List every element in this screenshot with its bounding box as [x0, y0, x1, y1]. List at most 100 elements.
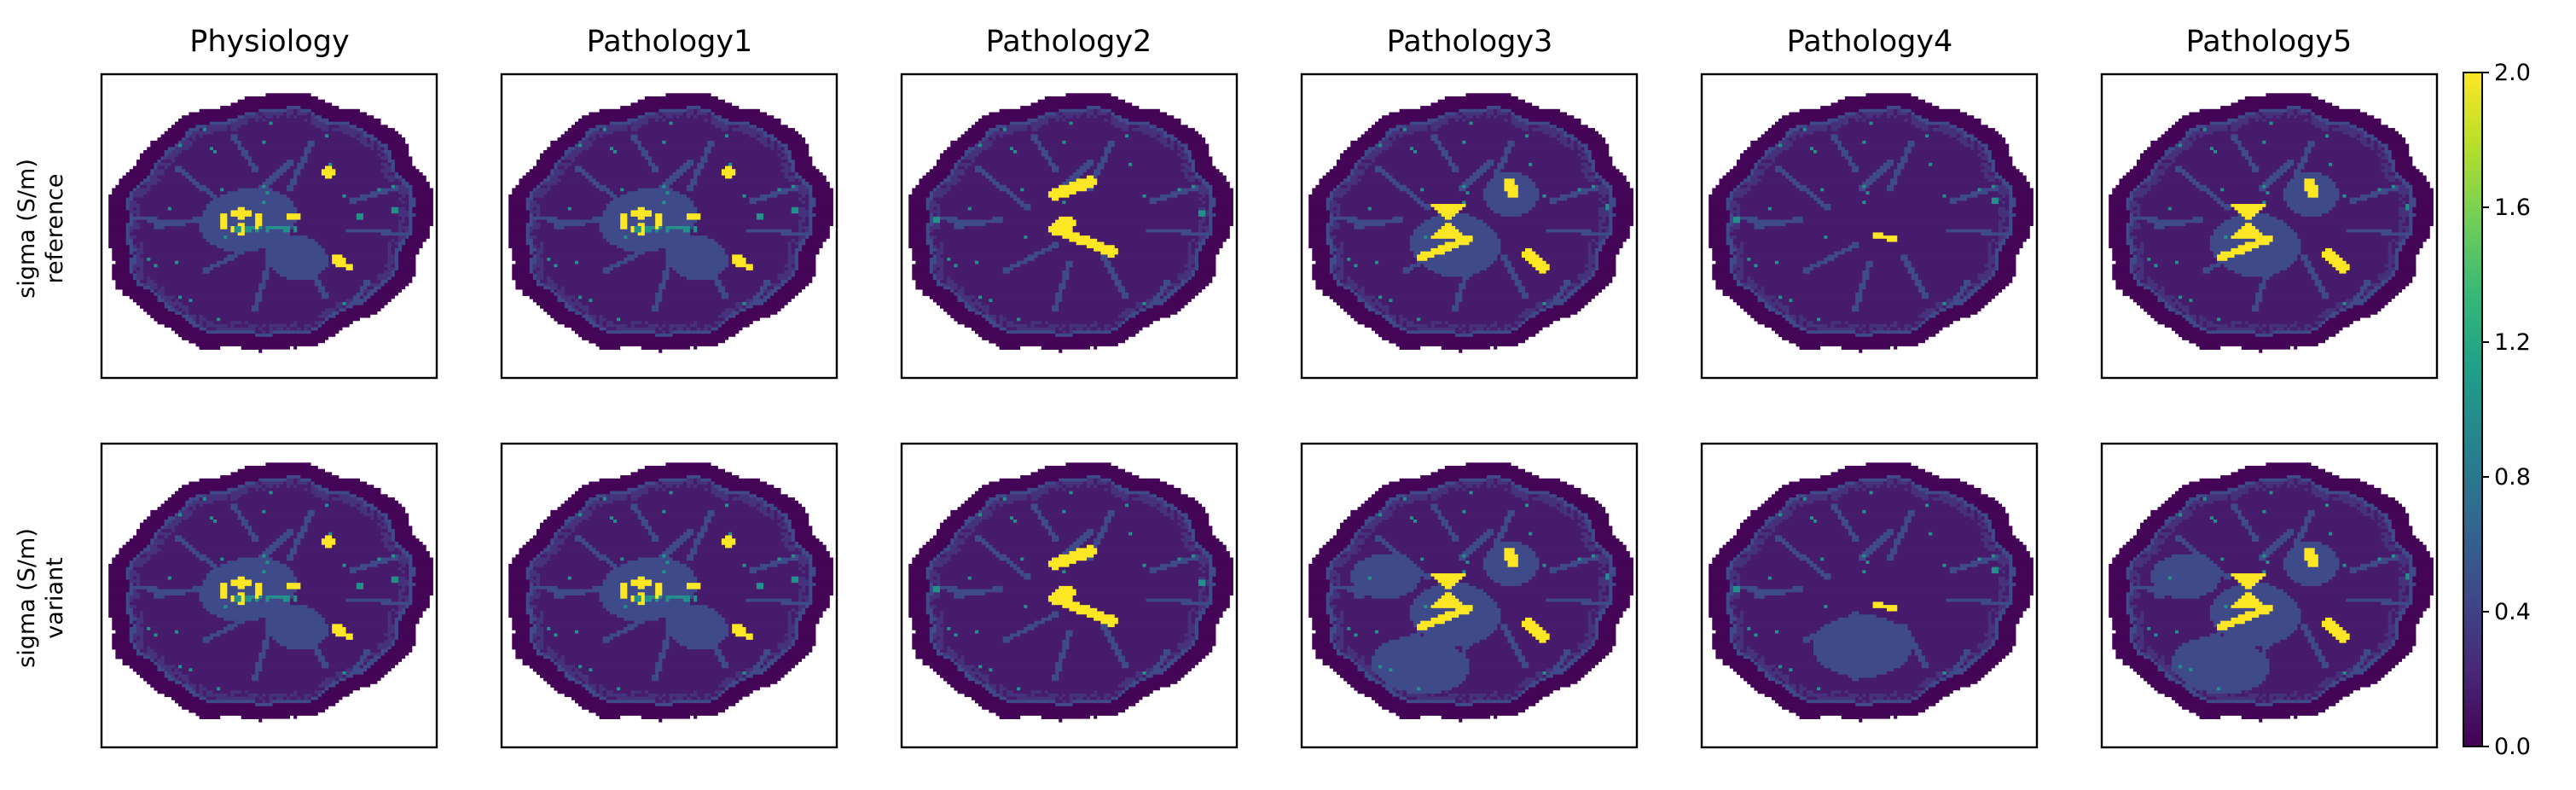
heatmap-cell — [659, 481, 663, 485]
heatmap-cell — [547, 554, 551, 558]
heatmap-cell — [592, 544, 670, 549]
heatmap-cell — [592, 507, 596, 511]
heatmap-cell — [1086, 106, 1101, 110]
heatmap-cell — [244, 690, 249, 694]
heatmap-cell — [728, 683, 736, 688]
heatmap-cell — [630, 121, 649, 125]
heatmap-cell — [202, 210, 231, 214]
heatmap-cell — [370, 649, 381, 653]
heatmap-cell — [157, 295, 161, 299]
heatmap-cell — [641, 494, 716, 498]
heatmap-cell — [136, 649, 141, 653]
heatmap-cell — [157, 655, 161, 659]
heatmap-cell — [244, 576, 298, 580]
heatmap-cell — [367, 668, 392, 672]
heatmap-cell — [728, 162, 733, 166]
heatmap-cell — [540, 576, 569, 580]
heatmap-cell — [122, 292, 154, 296]
heatmap-cell — [132, 206, 137, 211]
heatmap-cell — [690, 551, 698, 555]
heatmap-cell — [220, 592, 228, 596]
heatmap-cell — [662, 349, 838, 353]
heatmap-cell — [554, 633, 558, 637]
heatmap-cell — [662, 509, 666, 514]
heatmap-cell — [665, 260, 729, 264]
heatmap-cell — [394, 548, 399, 552]
heatmap-cell — [540, 579, 604, 584]
heatmap-cell — [178, 305, 189, 309]
heatmap-cell — [742, 671, 746, 676]
heatmap-cell — [711, 485, 716, 489]
heatmap-cell — [140, 223, 154, 227]
heatmap-cell — [1194, 166, 1216, 170]
heatmap-cell — [328, 336, 438, 340]
heatmap-cell — [620, 583, 628, 587]
heatmap-cell — [802, 197, 809, 201]
heatmap-cell — [697, 108, 701, 113]
heatmap-cell — [940, 213, 1199, 218]
heatmap-cell — [634, 598, 642, 602]
heatmap-cell — [167, 677, 176, 682]
heatmap-cell — [129, 601, 204, 606]
heatmap-cell — [339, 677, 346, 682]
heatmap-cell — [630, 690, 642, 694]
heatmap-cell — [258, 282, 266, 287]
heatmap-cell — [136, 276, 144, 281]
heatmap-cell — [662, 270, 670, 274]
heatmap-cell — [262, 330, 266, 334]
heatmap-cell — [784, 175, 796, 179]
heatmap-cell — [815, 267, 838, 271]
heatmap-cell — [739, 677, 746, 682]
heatmap-cell — [547, 175, 551, 179]
heatmap-cell — [325, 308, 336, 312]
heatmap-cell — [237, 128, 322, 132]
heatmap-cell — [1146, 229, 1192, 233]
heatmap-cell — [1013, 191, 1049, 195]
heatmap-cell — [102, 614, 109, 619]
heatmap-cell — [543, 627, 548, 631]
heatmap-cell — [585, 592, 600, 596]
heatmap-cell — [272, 696, 277, 700]
heatmap-cell — [833, 216, 838, 220]
heatmap-cell — [536, 188, 551, 192]
heatmap-cell — [157, 264, 211, 268]
heatmap-cell — [1107, 112, 1111, 116]
heatmap-cell — [129, 614, 134, 619]
heatmap-cell — [519, 182, 541, 186]
heatmap-cell — [943, 241, 1053, 246]
heatmap-cell — [925, 235, 931, 240]
heatmap-cell — [217, 327, 256, 331]
heatmap-cell — [321, 323, 351, 328]
heatmap-cell — [409, 147, 438, 151]
heatmap-cell — [262, 592, 294, 596]
heatmap-cell — [805, 178, 827, 183]
heatmap-cell — [397, 605, 406, 609]
heatmap-cell — [1059, 108, 1088, 113]
heatmap-cell — [592, 687, 596, 691]
heatmap-cell — [262, 509, 266, 514]
heatmap-cell — [377, 516, 381, 520]
heatmap-cell — [1209, 219, 1213, 224]
heatmap-cell — [1062, 140, 1066, 144]
heatmap-cell — [415, 583, 434, 587]
heatmap-cell — [609, 241, 719, 246]
heatmap-cell — [582, 314, 589, 318]
heatmap-cell — [429, 184, 438, 189]
heatmap-cell — [115, 652, 137, 656]
heatmap-cell — [770, 509, 775, 514]
heatmap-cell — [1233, 197, 1238, 201]
heatmap-cell — [143, 251, 235, 255]
heatmap-cell — [1215, 166, 1238, 170]
heatmap-cell — [269, 270, 277, 274]
heatmap-cell — [791, 607, 796, 612]
heatmap-cell — [752, 267, 789, 271]
heatmap-cell — [1059, 241, 1077, 246]
heatmap-cell — [237, 576, 246, 580]
heatmap-cell — [540, 595, 554, 600]
heatmap-cell — [532, 194, 544, 198]
heatmap-cell — [332, 166, 385, 170]
heatmap-cell — [735, 308, 740, 312]
heatmap-cell — [536, 200, 611, 205]
heatmap-cell — [606, 238, 716, 242]
heatmap-cell — [1187, 160, 1196, 164]
